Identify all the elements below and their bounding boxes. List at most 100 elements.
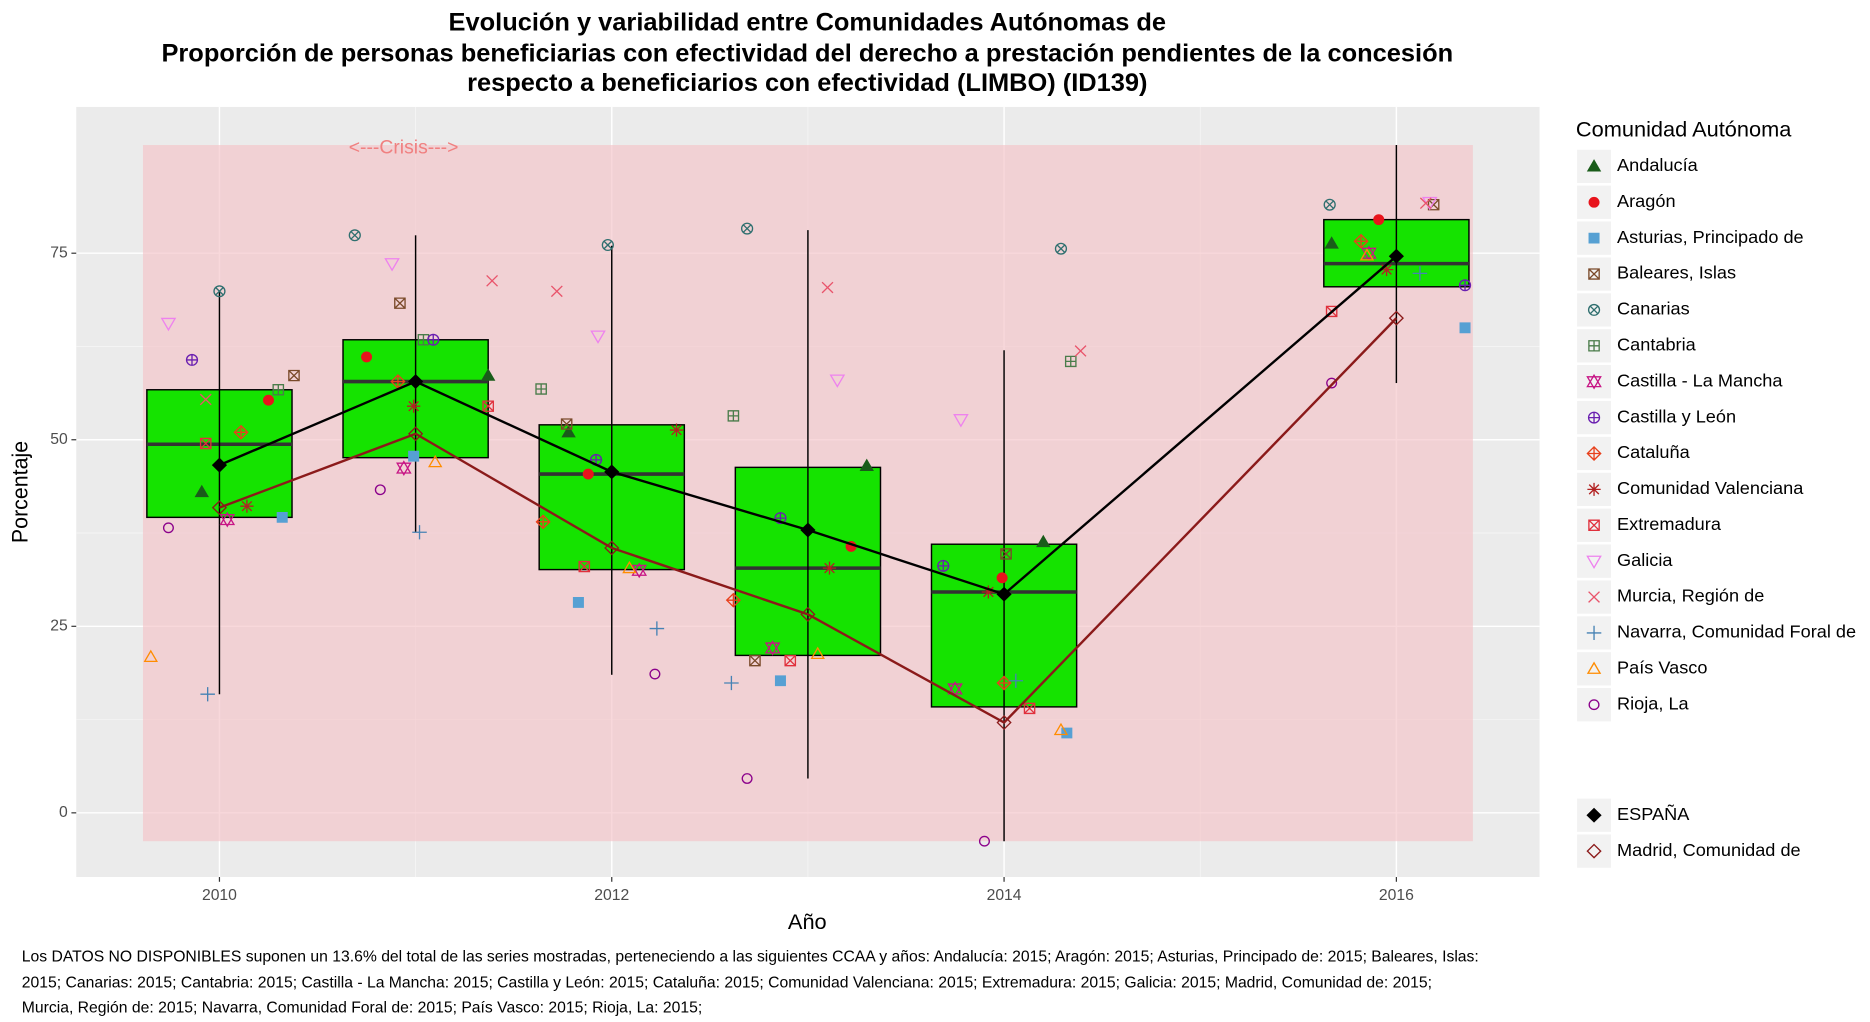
data-point [394, 297, 406, 309]
legend-label: Murcia, Región de [1617, 586, 1764, 606]
line-point [996, 715, 1012, 731]
legend-marker [1586, 555, 1602, 570]
data-point [1458, 279, 1472, 292]
data-point [829, 374, 846, 388]
data-point [408, 450, 420, 462]
legend-key [1577, 652, 1611, 686]
data-point [631, 562, 648, 579]
legend-label: Navarra, Comunidad Foral de [1617, 622, 1856, 642]
x-tick-label: 2012 [594, 887, 629, 904]
data-point [821, 281, 834, 294]
data-point [601, 239, 614, 251]
legend-marker [1587, 482, 1601, 496]
data-point [1074, 345, 1087, 357]
legend-label: Baleares, Islas [1617, 263, 1736, 283]
data-point [1000, 548, 1012, 560]
data-point [741, 773, 753, 784]
line-point [800, 522, 816, 538]
data-point [978, 835, 990, 847]
data-point [374, 484, 386, 496]
data-point [428, 454, 443, 468]
series-line [219, 317, 1398, 725]
data-point [200, 687, 215, 702]
data-point [480, 368, 496, 381]
data-point [1323, 198, 1336, 211]
x-axis-title: Año [788, 909, 827, 934]
data-point [482, 400, 494, 412]
data-point [981, 585, 996, 599]
legend-marker [1588, 591, 1600, 603]
data-point [590, 330, 606, 344]
crisis-label: <---Crisis---> [349, 138, 459, 159]
data-point [1459, 322, 1471, 334]
line-point [1388, 248, 1404, 264]
legend-marker [1586, 843, 1602, 859]
legend-label: Canarias [1617, 299, 1690, 319]
legend-label: Comunidad Valenciana [1617, 478, 1803, 498]
legend-marker [1587, 411, 1601, 424]
legend-key [1577, 544, 1611, 578]
data-point [361, 351, 373, 363]
legend-marker [1588, 232, 1600, 244]
legend-label: Castilla y León [1617, 406, 1736, 426]
legend-label: Madrid, Comunidad de [1617, 840, 1801, 860]
legend-label: ESPAÑA [1617, 803, 1689, 824]
legend-marker [1586, 373, 1602, 390]
data-point [160, 317, 177, 332]
line-point [604, 540, 620, 556]
data-point [406, 399, 421, 413]
data-point [1324, 236, 1339, 249]
legend-marker [1588, 196, 1600, 208]
data-point [774, 675, 786, 687]
data-point [996, 572, 1008, 584]
data-point [810, 646, 825, 660]
data-point [199, 437, 212, 450]
data-point [572, 597, 584, 608]
legend-marker [1588, 340, 1600, 352]
data-point [822, 561, 837, 575]
data-point [143, 649, 158, 663]
chart-title: Proporción de personas beneficiarias con… [161, 39, 1453, 67]
line-point [996, 586, 1012, 602]
legend-marker [1588, 519, 1600, 531]
y-tick-label: 75 [50, 244, 68, 261]
data-point [749, 654, 761, 667]
data-point [560, 418, 573, 430]
data-point [953, 414, 969, 428]
legend-label: Aragón [1617, 191, 1676, 211]
y-tick-label: 50 [50, 431, 68, 448]
y-tick-label: 0 [59, 804, 68, 821]
line-point [604, 464, 620, 480]
data-point [162, 522, 174, 534]
legend-label: Extremadura [1617, 514, 1721, 534]
legend-title: Comunidad Autónoma [1576, 117, 1791, 142]
legend-marker [1586, 446, 1602, 461]
line-point [211, 500, 228, 516]
legend-label: Asturias, Principado de [1617, 227, 1804, 247]
data-point [784, 654, 797, 667]
data-point [996, 675, 1012, 691]
legend-label: País Vasco [1617, 658, 1707, 678]
legend-key [1577, 834, 1611, 868]
data-point [276, 511, 288, 523]
legend-label: Andalucía [1617, 155, 1698, 175]
data-point [764, 640, 781, 656]
data-point [535, 514, 551, 530]
data-point [724, 675, 739, 691]
data-point [262, 394, 274, 406]
data-point [725, 592, 741, 608]
data-point [1036, 534, 1051, 548]
data-point [649, 621, 665, 636]
data-point [669, 423, 684, 437]
series-line [218, 255, 1398, 596]
data-point [1419, 197, 1432, 210]
data-point [412, 525, 427, 540]
data-point [1412, 266, 1428, 281]
data-point [578, 560, 591, 573]
legend-label: Galicia [1617, 550, 1672, 570]
y-tick-label: 25 [50, 618, 68, 635]
data-point [1379, 263, 1394, 277]
legend-marker [1586, 807, 1602, 823]
data-point [1023, 702, 1036, 715]
